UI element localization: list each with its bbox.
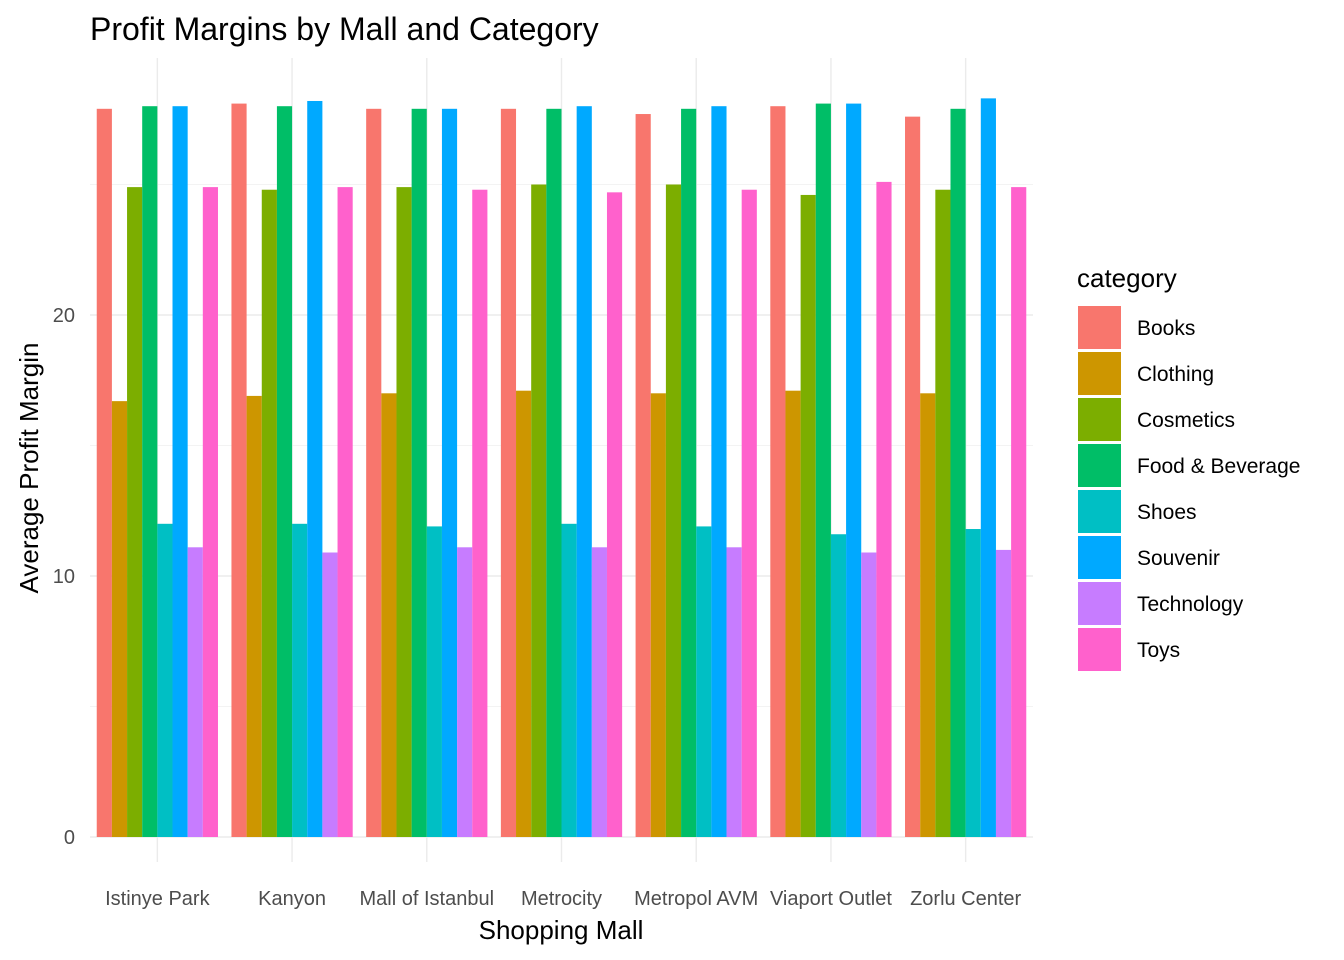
bar-food-beverage-viaport-outlet bbox=[815, 103, 831, 838]
bar-cosmetics-metropol-avm bbox=[665, 184, 682, 837]
legend-label: Technology bbox=[1137, 593, 1244, 616]
bars bbox=[96, 98, 1027, 838]
bar-shoes-mall-of-istanbul bbox=[426, 526, 442, 837]
bar-books-viaport-outlet bbox=[770, 106, 786, 837]
bar-shoes-kanyon bbox=[292, 523, 308, 837]
bar-books-metrocity bbox=[500, 108, 517, 837]
bar-food-beverage-metropol-avm bbox=[681, 108, 697, 837]
legend-key bbox=[1078, 444, 1121, 487]
x-tick-label: Metrocity bbox=[521, 888, 602, 910]
bar-toys-kanyon bbox=[337, 187, 353, 838]
legend-label: Souvenir bbox=[1137, 547, 1220, 570]
bar-cosmetics-kanyon bbox=[261, 189, 277, 838]
legend-key bbox=[1078, 536, 1121, 579]
bar-clothing-istinye-park bbox=[111, 401, 128, 837]
bar-cosmetics-mall-of-istanbul bbox=[396, 187, 412, 838]
x-axis-title: Shopping Mall bbox=[479, 915, 644, 945]
bar-toys-metropol-avm bbox=[741, 189, 757, 838]
bar-clothing-zorlu-center bbox=[920, 393, 936, 837]
legend-key bbox=[1078, 582, 1121, 625]
x-tick-label: Istinye Park bbox=[105, 888, 210, 910]
bar-toys-istinye-park bbox=[202, 187, 218, 838]
legend-key bbox=[1078, 398, 1121, 441]
bar-clothing-metrocity bbox=[516, 390, 532, 837]
bar-food-beverage-istinye-park bbox=[142, 106, 158, 837]
bar-toys-metrocity bbox=[606, 192, 623, 837]
y-tick-label: 20 bbox=[53, 305, 75, 327]
bar-souvenir-metropol-avm bbox=[711, 106, 727, 837]
x-tick-label: Viaport Outlet bbox=[770, 888, 892, 910]
legend-key bbox=[1078, 352, 1121, 395]
x-tick-label: Kanyon bbox=[258, 888, 326, 910]
legend: category Books Clothing Cosmetics Food & Be… bbox=[1077, 263, 1300, 671]
y-tick-label: 0 bbox=[64, 827, 75, 849]
legend-label: Food & Beverage bbox=[1137, 455, 1300, 478]
legend-key bbox=[1078, 628, 1121, 671]
bar-books-istinye-park bbox=[96, 108, 112, 837]
bar-cosmetics-zorlu-center bbox=[935, 189, 951, 838]
bar-souvenir-istinye-park bbox=[172, 106, 188, 837]
bar-clothing-metropol-avm bbox=[650, 393, 666, 837]
legend-label: Books bbox=[1137, 317, 1195, 340]
legend-label: Clothing bbox=[1137, 363, 1214, 386]
bar-technology-zorlu-center bbox=[995, 549, 1012, 837]
bar-shoes-metropol-avm bbox=[696, 526, 712, 837]
bar-shoes-metrocity bbox=[561, 523, 577, 837]
y-tick-label: 10 bbox=[53, 566, 75, 588]
bar-technology-istinye-park bbox=[187, 547, 203, 837]
bar-food-beverage-zorlu-center bbox=[950, 108, 966, 837]
legend-label: Toys bbox=[1137, 639, 1180, 662]
bar-souvenir-viaport-outlet bbox=[846, 103, 862, 838]
bar-technology-metropol-avm bbox=[726, 547, 742, 837]
bar-technology-kanyon bbox=[322, 552, 338, 837]
bar-toys-viaport-outlet bbox=[876, 181, 892, 837]
bar-food-beverage-mall-of-istanbul bbox=[411, 108, 427, 837]
bar-cosmetics-istinye-park bbox=[127, 187, 143, 838]
bar-technology-metrocity bbox=[591, 547, 607, 837]
bar-clothing-kanyon bbox=[246, 395, 262, 837]
bar-books-kanyon bbox=[231, 103, 247, 838]
bar-clothing-mall-of-istanbul bbox=[381, 393, 397, 837]
bar-shoes-istinye-park bbox=[157, 523, 173, 837]
bar-shoes-viaport-outlet bbox=[830, 534, 847, 837]
bar-food-beverage-metrocity bbox=[546, 108, 562, 837]
legend-label: Cosmetics bbox=[1137, 409, 1235, 432]
bar-books-metropol-avm bbox=[635, 114, 651, 837]
legend-label: Shoes bbox=[1137, 501, 1197, 524]
bar-cosmetics-metrocity bbox=[531, 184, 547, 837]
legend-key bbox=[1078, 306, 1121, 349]
x-tick-label: Metropol AVM bbox=[634, 888, 758, 910]
bar-toys-mall-of-istanbul bbox=[472, 189, 488, 838]
bar-technology-viaport-outlet bbox=[861, 552, 877, 837]
bar-toys-zorlu-center bbox=[1011, 187, 1027, 838]
bar-technology-mall-of-istanbul bbox=[457, 547, 473, 837]
legend-key bbox=[1078, 490, 1121, 533]
x-tick-label: Zorlu Center bbox=[910, 888, 1021, 910]
bar-souvenir-metrocity bbox=[576, 106, 592, 837]
bar-clothing-viaport-outlet bbox=[785, 390, 801, 837]
bar-books-zorlu-center bbox=[905, 116, 921, 837]
chart-title: Profit Margins by Mall and Category bbox=[90, 11, 599, 47]
x-tick-label: Mall of Istanbul bbox=[360, 888, 495, 910]
bar-souvenir-zorlu-center bbox=[980, 98, 996, 838]
x-axis-ticks: Istinye Park Kanyon Mall of Istanbul Metroc… bbox=[105, 888, 1021, 910]
bar-souvenir-mall-of-istanbul bbox=[441, 108, 458, 837]
y-axis-title: Average Profit Margin bbox=[14, 343, 44, 594]
bar-shoes-zorlu-center bbox=[965, 529, 981, 837]
bar-food-beverage-kanyon bbox=[276, 106, 293, 837]
bar-cosmetics-viaport-outlet bbox=[800, 194, 816, 837]
bar-souvenir-kanyon bbox=[307, 100, 323, 838]
y-axis-ticks: 0 10 20 bbox=[53, 305, 75, 849]
bar-books-mall-of-istanbul bbox=[366, 108, 382, 837]
legend-title: category bbox=[1077, 263, 1177, 293]
